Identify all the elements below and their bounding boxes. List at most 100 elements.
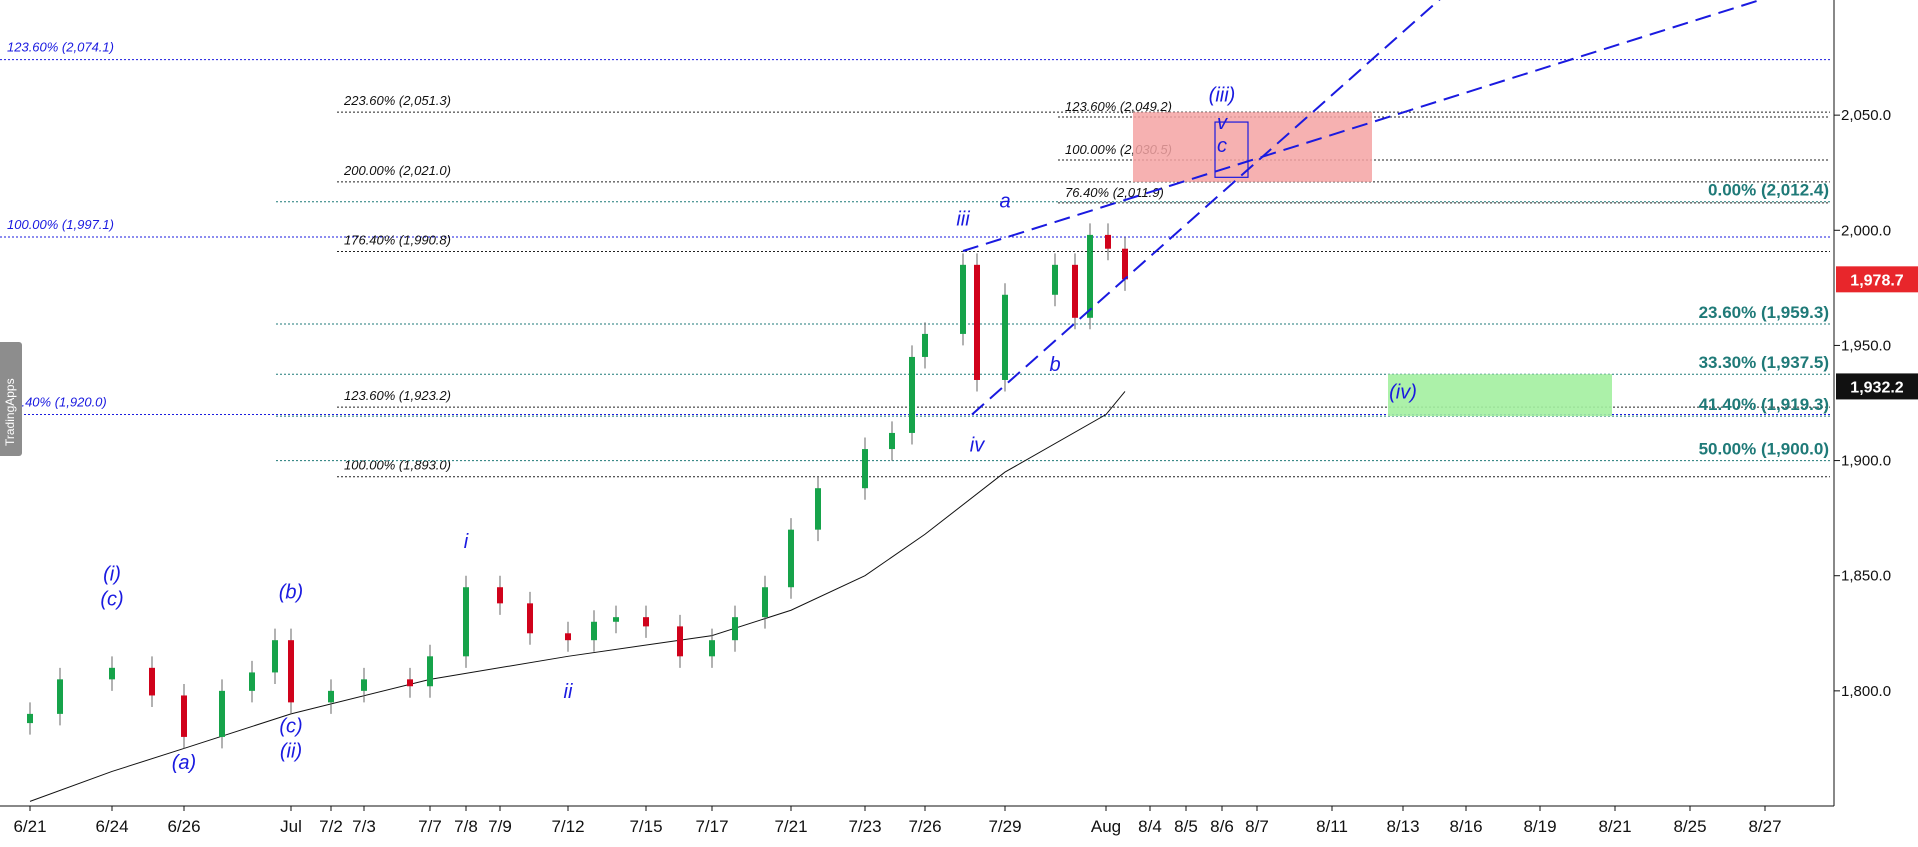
lower-trend-line — [971, 0, 1441, 416]
x-tick-label: 7/2 — [319, 817, 343, 836]
brand-tab[interactable]: TradingApps — [0, 342, 22, 456]
candle-body — [57, 679, 63, 714]
wave-label: (c) — [100, 589, 123, 611]
candle — [1052, 253, 1058, 307]
y-tick-label: 1,900.0 — [1841, 453, 1891, 470]
candle — [1072, 253, 1078, 330]
candle-body — [815, 488, 821, 530]
candle-body — [249, 672, 255, 691]
target-box — [1214, 121, 1249, 178]
x-tick-label: 6/24 — [95, 817, 128, 836]
candle-body — [960, 264, 966, 334]
candle — [27, 702, 33, 735]
x-tick-label: 6/21 — [13, 817, 46, 836]
x-tick-label: 7/3 — [352, 817, 376, 836]
candle-body — [219, 690, 225, 737]
x-tick-label: 7/9 — [488, 817, 512, 836]
y-tick-label: 1,800.0 — [1841, 683, 1891, 700]
candle-body — [328, 690, 334, 703]
candle-body — [407, 679, 413, 687]
candle — [677, 614, 683, 668]
candle — [361, 667, 367, 703]
ref-price-badge — [1836, 373, 1918, 400]
candle — [643, 605, 649, 638]
x-tick-label: Aug — [1091, 817, 1121, 836]
wave-label: (iii) — [1209, 84, 1236, 106]
mid-fib-label: 176.40% (1,990.8) — [344, 232, 451, 247]
y-tick-label: 1,950.0 — [1841, 337, 1891, 354]
candle-body — [1122, 248, 1128, 280]
candle — [328, 679, 334, 714]
candle — [922, 322, 928, 369]
candle-body — [788, 529, 794, 588]
wave-label: c — [1217, 135, 1227, 157]
candle-body — [909, 356, 915, 433]
x-tick-label: 7/29 — [988, 817, 1021, 836]
wave-label: (b) — [279, 582, 303, 604]
x-tick-label: 8/11 — [1316, 817, 1348, 836]
candle-body — [591, 621, 597, 641]
candle — [463, 575, 469, 668]
candle-body — [677, 626, 683, 657]
candle-body — [889, 432, 895, 450]
mid-fib-label: 223.60% (2,051.3) — [343, 93, 451, 108]
candle-body — [1087, 234, 1093, 318]
candle — [788, 518, 794, 599]
candle-body — [613, 617, 619, 622]
x-tick-label: 8/25 — [1673, 817, 1706, 836]
candle — [909, 345, 915, 445]
candle-body — [709, 640, 715, 657]
candle-body — [1002, 294, 1008, 380]
candle — [862, 437, 868, 500]
candle — [181, 683, 187, 749]
candle-body — [922, 333, 928, 357]
candle — [960, 253, 966, 346]
last-price-badge — [1836, 266, 1918, 293]
candle-body — [181, 695, 187, 737]
candle-body — [463, 587, 469, 657]
left-fib-label: 100.00% (1,997.1) — [7, 217, 114, 232]
candle-body — [565, 633, 571, 641]
y-tick-label: 2,000.0 — [1841, 222, 1891, 239]
x-tick-label: 7/8 — [454, 817, 478, 836]
candle — [407, 667, 413, 698]
right-fib-label: 23.60% (1,959.3) — [1699, 303, 1829, 322]
x-tick-label: 7/23 — [848, 817, 881, 836]
x-tick-label: 7/12 — [551, 817, 584, 836]
candle — [591, 610, 597, 652]
candle — [732, 605, 738, 652]
candle — [565, 621, 571, 652]
left-fib-label: 76.40% (1,920.0) — [7, 395, 107, 410]
candle — [272, 628, 278, 684]
support-zone — [1388, 374, 1612, 417]
right-fib-label: 0.00% (2,012.4) — [1708, 181, 1829, 200]
candle — [427, 644, 433, 698]
candle — [57, 667, 63, 726]
candle — [249, 660, 255, 703]
x-tick-label: Jul — [280, 817, 302, 836]
candle — [1087, 223, 1093, 330]
ma-line — [29, 391, 1126, 802]
x-tick-label: 8/4 — [1138, 817, 1162, 836]
left-fib-label: 123.60% (2,074.1) — [7, 40, 114, 55]
candles — [27, 223, 1128, 749]
candle-body — [527, 603, 533, 634]
candle — [889, 421, 895, 461]
candle — [1122, 237, 1128, 291]
right-fib-label: 41.40% (1,919.3) — [1699, 395, 1829, 414]
candle-body — [1072, 264, 1078, 318]
candle-body — [427, 656, 433, 687]
candle — [974, 253, 980, 392]
x-tick-label: 7/26 — [908, 817, 941, 836]
x-tick-label: 8/5 — [1174, 817, 1198, 836]
right-fib-label: 50.00% (1,900.0) — [1699, 440, 1829, 459]
candle — [497, 575, 503, 615]
candle-body — [288, 640, 294, 703]
brand-label: TradingApps — [3, 378, 17, 446]
candle-body — [27, 713, 33, 724]
zones — [1133, 112, 1612, 417]
